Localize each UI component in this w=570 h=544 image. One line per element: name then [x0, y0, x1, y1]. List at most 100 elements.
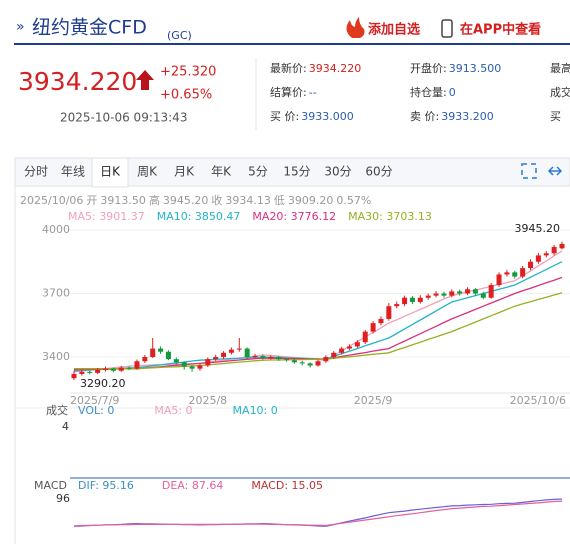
candle-body [472, 289, 478, 294]
field-value: 0 [449, 86, 456, 99]
legend-item: MACD: 15.05 [251, 479, 323, 492]
candle-body [268, 357, 274, 359]
header-rule [14, 43, 570, 45]
candle-body [512, 272, 518, 277]
candle-body [205, 359, 211, 366]
tab[interactable]: 年线 [61, 165, 85, 179]
candle-body [315, 361, 321, 366]
y-tick-label: 96 [56, 492, 70, 505]
candle-body [417, 297, 423, 302]
candle-body [339, 348, 345, 353]
tab[interactable]: 月K [174, 165, 195, 179]
kline-chart: 2025/10/06 开 3913.50 高 3945.20 收 3934.13 低 3909.… [15, 193, 570, 527]
candle-body [236, 348, 242, 350]
y-tick-label: 3400 [42, 350, 70, 363]
ma-line [73, 250, 563, 373]
candle-body [402, 297, 408, 305]
candle-body [291, 360, 297, 363]
candle-body [276, 357, 282, 360]
tabs: 分时 年线 日K 周K 月K 年K 5分 15分 30分 60分 [14, 157, 570, 188]
field-label: 结算价: [270, 85, 307, 99]
field-label: 卖 价: [410, 110, 439, 123]
open-app[interactable]: 在APP中查看 [460, 22, 541, 38]
candle-body [480, 293, 486, 298]
candle-body [221, 352, 227, 358]
legend-item: MA30: 3703.13 [348, 210, 432, 223]
macd-line [73, 498, 563, 527]
candle-body [386, 306, 392, 319]
candle-body [496, 274, 502, 286]
legend-item: MA10: 3850.47 [157, 210, 241, 223]
candle-body [158, 348, 164, 352]
quote-time: 2025-10-06 09:13:43 [60, 111, 187, 125]
y-tick-label: 4000 [42, 223, 70, 236]
legend-item: 2025/10/06 [20, 194, 83, 207]
legend-item: 3945.20 [163, 194, 209, 207]
title: 纽约黄金CFD [32, 17, 147, 39]
field-value: -- [309, 86, 317, 99]
tab[interactable]: 周K [137, 165, 158, 179]
tab[interactable]: 5分 [248, 165, 268, 179]
candle-body [331, 352, 337, 358]
candle-body [95, 369, 101, 373]
field-label: 开盘价: [410, 61, 447, 75]
candle-body [559, 243, 565, 249]
candle-body [71, 373, 77, 379]
candle-body [362, 331, 368, 343]
tab[interactable]: 60分 [365, 165, 392, 179]
candle-body [457, 291, 463, 294]
add-watch[interactable]: 添加自选 [368, 22, 420, 38]
macd-label: MACD [34, 479, 67, 492]
candle-body [189, 366, 195, 369]
candle-body [441, 293, 447, 296]
legend-item: MA20: 3776.12 [252, 210, 336, 223]
change-pct: +0.65% [160, 88, 212, 103]
candle-body [449, 291, 455, 296]
legend-item: VOL: 0 [78, 404, 114, 417]
candle-body [528, 261, 534, 269]
candle-body [409, 297, 415, 302]
fullscreen-icon[interactable] [521, 163, 537, 179]
shift-icon[interactable] [547, 166, 563, 176]
tab-active [91, 157, 129, 188]
field-label: 买 [550, 110, 561, 123]
candle-body [142, 357, 148, 362]
up-arrow [136, 70, 154, 90]
tab[interactable]: 15分 [283, 165, 310, 179]
x-tick-label: 2025/8 [188, 394, 227, 407]
candle-body [228, 349, 234, 353]
x-tick-label: 2025/7/9 [70, 394, 119, 407]
volume-label: 成交 [46, 403, 68, 417]
tab[interactable]: 年K [211, 165, 232, 179]
candle-body [425, 295, 431, 298]
x-tick-label: 2025/10/6 [510, 394, 566, 407]
field-label: 最新价: [270, 61, 307, 75]
tab[interactable]: 30分 [324, 165, 351, 179]
legend-item: DEA: 87.64 [162, 479, 223, 492]
candle-body [150, 348, 156, 358]
candle-body [488, 285, 494, 298]
high-annotation: 3945.20 [515, 222, 561, 235]
legend-item: MA5: 0 [154, 404, 192, 417]
title-icon: » [16, 19, 25, 35]
candle-body [433, 293, 439, 296]
candle-body [504, 272, 510, 275]
quote: 3934.220 +25.320 +0.65% 2025-10-06 09:13… [18, 58, 257, 130]
candle-body [252, 355, 258, 358]
legend-item: 3909.20 [288, 194, 334, 207]
candle-body [520, 268, 526, 277]
tab[interactable]: 日K [100, 165, 121, 179]
candle-body [244, 348, 250, 358]
low-annotation: 3290.20 [80, 377, 126, 390]
candle-body [213, 357, 219, 360]
tab[interactable]: 分时 [24, 165, 48, 179]
legend-item: MA10: 0 [233, 404, 278, 417]
fire-icon [346, 17, 365, 38]
candle-body [126, 367, 132, 369]
candle-body [307, 363, 313, 366]
candle-body [323, 357, 329, 362]
code: (GC) [167, 29, 192, 42]
x-tick-label: 2025/9 [354, 394, 393, 407]
